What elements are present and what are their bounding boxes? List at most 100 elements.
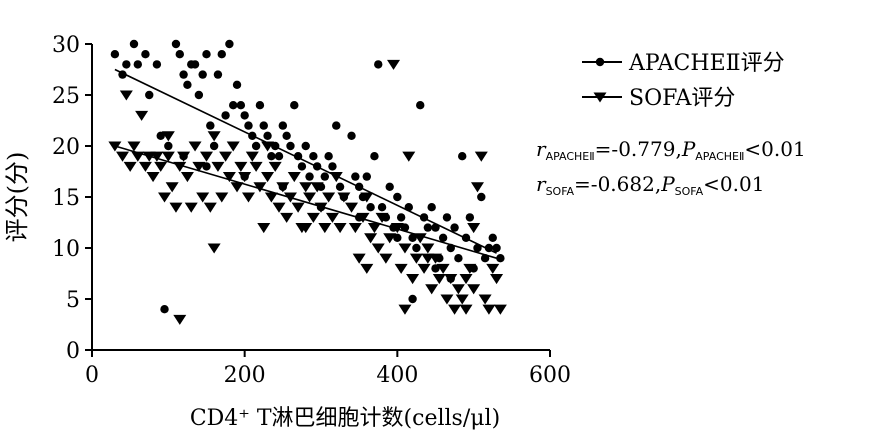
sofa-data-point (188, 141, 202, 152)
sofa-data-point (226, 141, 240, 152)
sofa-data-point (203, 202, 217, 213)
apache-data-point (209, 141, 219, 151)
sofa-data-point (371, 243, 385, 254)
apache-data-point (427, 203, 436, 212)
sofa-data-point (379, 253, 393, 264)
apache-data-point (309, 152, 318, 161)
data-points (108, 39, 507, 325)
apache-data-point (351, 172, 360, 181)
p-subscript: APACHEⅡ (695, 150, 745, 163)
apache-data-point (396, 213, 406, 222)
apache-data-point (236, 101, 246, 110)
sofa-data-point (348, 223, 362, 234)
sofa-data-point (467, 223, 481, 234)
sofa-data-point (299, 223, 313, 234)
sofa-data-point (184, 202, 198, 213)
apache-data-point (133, 60, 142, 69)
apache-data-point (286, 141, 295, 151)
sofa-data-point (329, 172, 343, 183)
apache-data-point (442, 213, 452, 222)
sofa-data-point (116, 151, 130, 162)
sofa-data-point (192, 161, 206, 172)
apache-data-point (183, 80, 192, 90)
apache-data-point (335, 182, 345, 191)
apache-data-point (328, 162, 337, 171)
sofa-data-point (318, 223, 332, 234)
apache-data-point (240, 111, 249, 120)
legend: APACHEⅡ评分 SOFA评分 (582, 51, 785, 111)
sofa-data-point (451, 284, 465, 295)
sofa-data-point (245, 151, 259, 162)
sofa-data-point (310, 182, 324, 193)
apache-data-point (179, 70, 188, 79)
y-tick-label: 5 (66, 288, 80, 313)
apache-data-point (431, 223, 440, 232)
apache-data-point (465, 213, 475, 222)
apache-data-point (412, 243, 421, 253)
apache-data-point (416, 101, 425, 110)
sofa-data-point (261, 141, 275, 152)
apache-data-point (477, 192, 486, 202)
apache-data-point (408, 294, 417, 304)
sofa-data-point (432, 274, 446, 285)
apache-data-point (152, 60, 162, 69)
p-value: <0.01 (703, 172, 765, 196)
sofa-data-point (303, 192, 317, 203)
apache-data-point (393, 233, 402, 242)
apache-data-point (229, 101, 238, 110)
apache-data-point (393, 192, 402, 202)
apache-data-point (408, 233, 417, 242)
sofa-data-point (291, 202, 305, 213)
sofa-data-point (238, 172, 252, 183)
x-tick-label: 600 (529, 363, 571, 388)
sofa-data-point (474, 151, 488, 162)
apache-data-point (156, 131, 165, 140)
apache-data-point (431, 264, 440, 273)
sofa-data-point (165, 182, 179, 193)
y-tick-label: 10 (52, 237, 80, 262)
apache-data-point (255, 101, 265, 110)
sofa-data-point (413, 233, 427, 244)
apache-data-point (492, 243, 501, 253)
sofa-data-point (467, 284, 481, 295)
apache-data-point (446, 243, 455, 253)
sofa-data-point (200, 151, 213, 162)
r-value: =-0.779, (594, 137, 682, 161)
apache-data-point (175, 50, 184, 59)
apache-data-point (232, 80, 242, 90)
sofa-data-point (123, 161, 137, 172)
apache-data-point (374, 60, 383, 69)
apache-data-point (347, 131, 356, 140)
sofa-data-point (421, 243, 435, 254)
sofa-data-point (364, 233, 378, 244)
sofa-data-point (463, 263, 477, 274)
apache-data-point (129, 39, 139, 49)
sofa-data-point (402, 151, 416, 162)
sofa-data-point (177, 151, 191, 162)
sofa-data-point (131, 151, 145, 162)
apache-data-point (171, 39, 181, 49)
y-tick-label: 15 (52, 186, 80, 211)
sofa-data-point (459, 304, 473, 315)
apache-data-point (141, 50, 150, 59)
sofa-data-point (138, 161, 152, 172)
sofa-data-point (146, 172, 160, 183)
sofa-data-point (325, 212, 339, 223)
apache-data-point (259, 121, 268, 130)
sofa-data-point (440, 294, 454, 305)
r-symbol: r (536, 172, 546, 196)
apache-data-point (290, 101, 299, 110)
apache-data-point (370, 152, 379, 161)
sofa-data-point (417, 263, 431, 274)
sofa-data-point (253, 182, 267, 193)
apache-correlation-annotation: rAPACHEⅡ=-0.779,PAPACHEⅡ<0.01 (536, 137, 806, 163)
sofa-data-point (272, 202, 286, 213)
apache-data-point (484, 243, 494, 253)
sofa-data-point (207, 131, 221, 142)
apache-data-point (423, 223, 433, 232)
sofa-data-point (459, 274, 473, 285)
sofa-data-point (390, 223, 404, 234)
apache-data-point (458, 152, 467, 161)
x-axis-title: CD4⁺ T淋巴细胞计数(cells/μl) (190, 406, 500, 431)
apache-data-point (480, 254, 490, 263)
